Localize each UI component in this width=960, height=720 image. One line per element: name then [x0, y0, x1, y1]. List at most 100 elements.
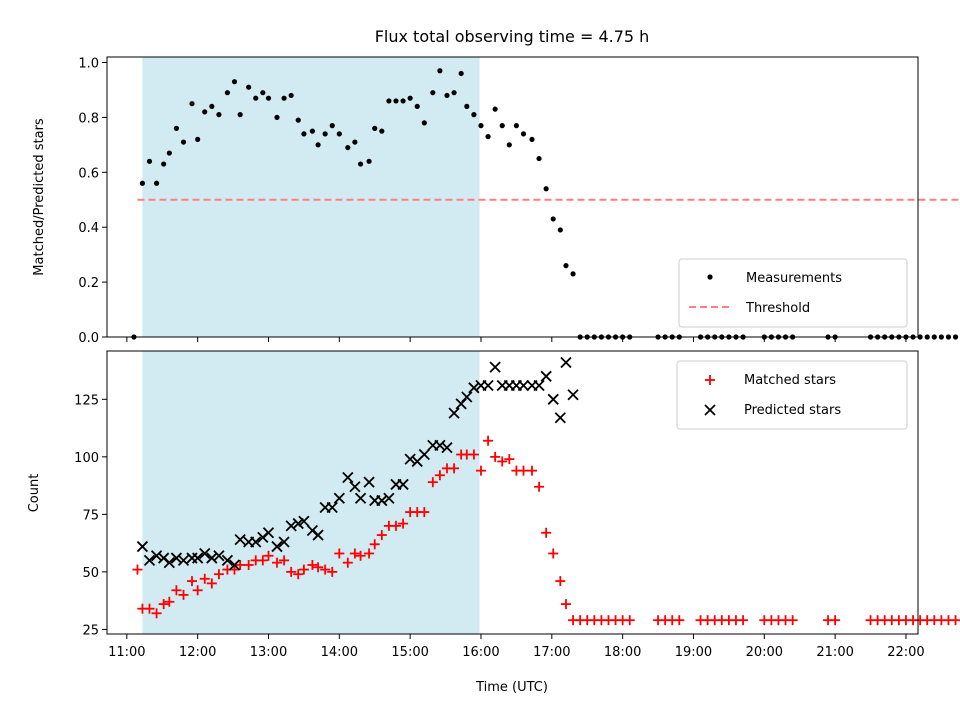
measurement-point: [393, 98, 399, 104]
predicted-star-marker: [136, 540, 149, 553]
predicted-star-marker: [228, 559, 241, 571]
predicted-star-marker: [363, 476, 375, 488]
predicted-star-marker: [397, 478, 409, 491]
matched-star-marker: [548, 548, 559, 559]
measurement-point: [315, 142, 321, 148]
predicted-star-marker: [354, 492, 367, 504]
legend-matched-label: Matched stars: [744, 373, 836, 388]
measurement-point: [952, 334, 959, 340]
predicted-star-marker: [560, 356, 572, 369]
measurement-point: [366, 158, 372, 164]
matched-star-marker: [158, 599, 169, 610]
measurement-point: [945, 334, 952, 340]
matched-star-marker: [390, 520, 401, 531]
measurement-point: [139, 180, 146, 186]
top-y-ticks: 0.0 0.2 0.4 0.6 0.8 1.0: [78, 56, 107, 346]
measurement-point: [451, 90, 457, 96]
matched-star-marker: [279, 555, 290, 566]
x-tick-label: 15:00: [391, 645, 428, 660]
predicted-star-marker: [547, 393, 559, 405]
matched-star-marker: [327, 566, 338, 577]
measurement-point: [506, 142, 512, 148]
matched-star-marker: [171, 585, 182, 596]
measurement-point: [345, 144, 351, 151]
measurement-point: [499, 123, 505, 129]
measurement-point: [329, 123, 335, 129]
predicted-star-marker: [448, 407, 460, 419]
predicted-star-marker: [533, 379, 545, 392]
measurement-point: [146, 158, 153, 164]
measurement-point: [430, 90, 436, 96]
y-tick-label: 50: [82, 566, 99, 581]
bottom-axes-frame: [106, 350, 919, 635]
matched-star-marker: [186, 576, 197, 587]
predicted-star-marker: [213, 550, 225, 562]
measurement-point: [557, 227, 563, 233]
predicted-star-marker: [285, 520, 297, 532]
predicted-star-marker: [441, 441, 453, 454]
predicted-star-marker: [349, 481, 361, 493]
matched-star-marker: [560, 599, 571, 610]
matched-star-marker: [950, 615, 960, 626]
measurement-point: [209, 103, 215, 110]
predicted-star-marker: [489, 361, 501, 373]
predicted-star-marker: [342, 471, 354, 484]
measurement-point: [570, 271, 576, 277]
x-tick-label: 14:00: [321, 645, 358, 660]
measurement-point: [195, 136, 201, 142]
count-panel: 25 50 75 100 125 11:00 12:00 13:00 14:00 15:00 16…: [27, 350, 960, 695]
measurement-point: [260, 90, 266, 96]
y-tick-label: 0.4: [78, 221, 99, 236]
matched-star-marker: [541, 527, 552, 538]
measurement-point: [180, 139, 187, 145]
measurement-point: [550, 216, 556, 222]
measurement-point: [153, 180, 160, 186]
matched-star-marker: [271, 557, 282, 568]
x-axis-label: Time (UTC): [475, 680, 548, 695]
matched-star-marker: [235, 559, 246, 570]
y-tick-label: 1.0: [78, 56, 99, 71]
predicted-star-marker: [298, 515, 310, 527]
matched-star-marker: [243, 559, 254, 570]
measurement-point: [938, 334, 944, 340]
measurement-point: [421, 120, 427, 126]
y-tick-label: 0.2: [78, 276, 99, 291]
measurement-point: [322, 131, 328, 137]
matched-star-marker: [504, 454, 515, 465]
measurement-point: [216, 112, 222, 118]
x-tick-label: 11:00: [108, 645, 145, 660]
matched-star-marker: [369, 539, 380, 550]
predicted-star-markers: [136, 356, 579, 571]
predicted-star-marker: [540, 370, 552, 382]
matched-star-marker: [555, 576, 566, 587]
measurement-point: [265, 95, 272, 101]
x-tick-label: 13:00: [250, 645, 287, 660]
top-axes-frame: [106, 56, 919, 338]
matched-star-marker: [449, 463, 460, 474]
matched-star-marker: [199, 573, 210, 584]
predicted-star-marker: [192, 552, 204, 564]
x-tick-label: 19:00: [675, 645, 712, 660]
observing-window-shade: [142, 57, 480, 337]
matched-star-marker: [263, 550, 274, 561]
y-tick-label: 100: [74, 451, 99, 466]
measurement-point: [336, 131, 342, 137]
predicted-star-marker: [434, 439, 446, 451]
measurement-point: [407, 95, 413, 101]
matched-star-marker: [132, 564, 143, 575]
y-tick-label: 25: [82, 623, 99, 638]
matched-star-marker: [674, 615, 685, 626]
matched-star-marker: [475, 465, 486, 476]
measurement-point: [246, 84, 252, 90]
measurement-point: [444, 92, 450, 99]
legend-predicted-label: Predicted stars: [744, 403, 841, 418]
matched-star-marker: [151, 608, 162, 619]
measurement-point: [274, 114, 280, 120]
measurement-point: [917, 334, 923, 340]
matched-star-marker: [307, 559, 318, 570]
matched-star-marker: [313, 562, 324, 573]
matched-star-marker: [419, 507, 430, 518]
predicted-star-marker: [468, 382, 480, 394]
measurement-point: [471, 112, 477, 118]
measurement-point: [379, 128, 385, 134]
